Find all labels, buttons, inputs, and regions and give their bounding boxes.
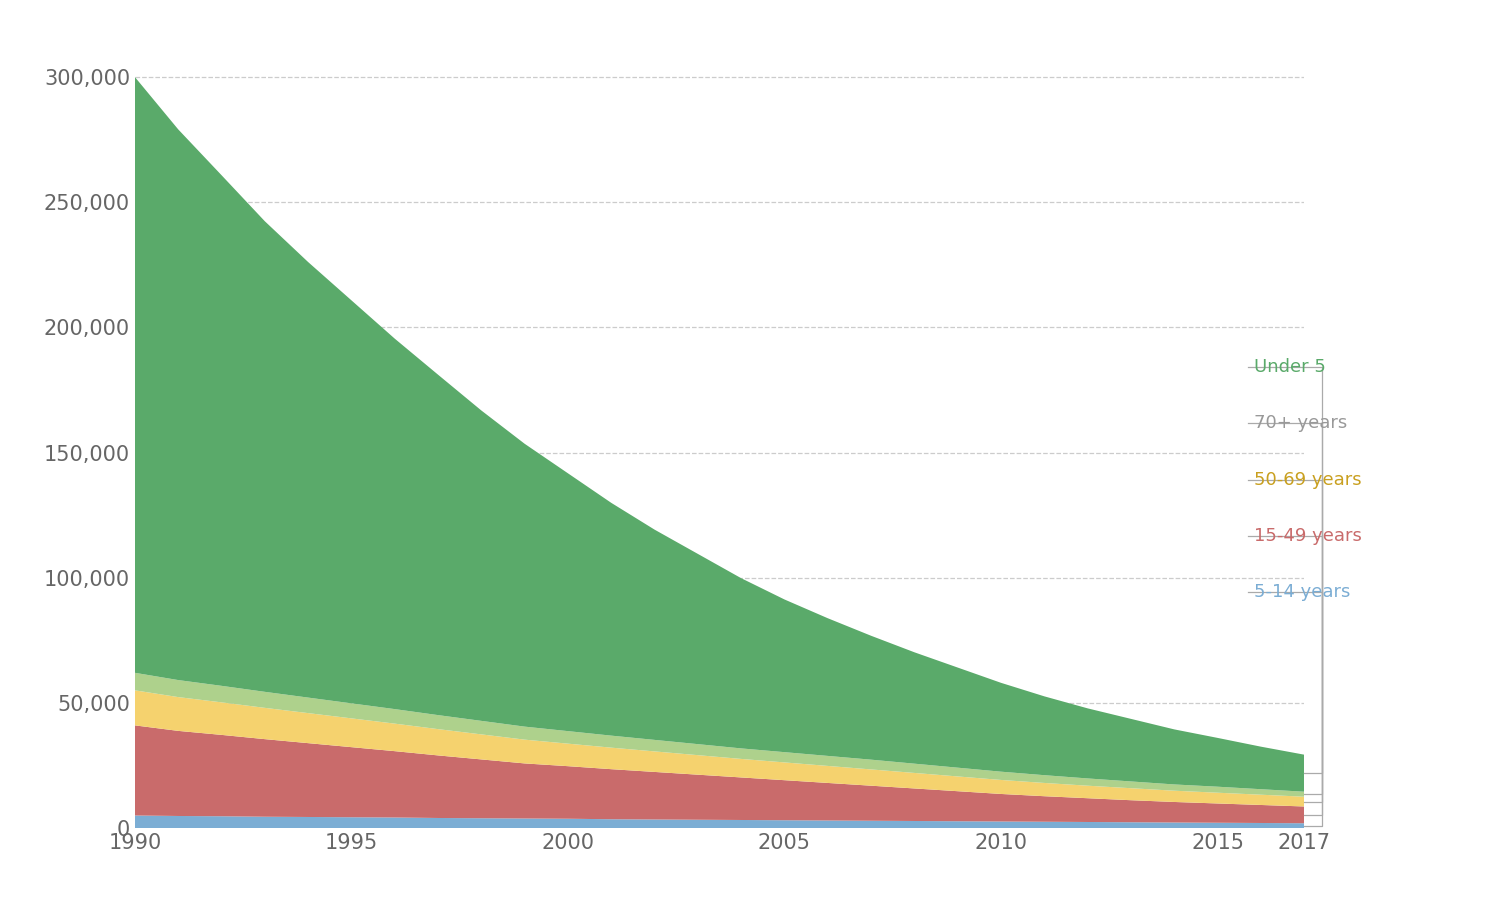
Text: 50-69 years: 50-69 years — [1253, 471, 1361, 489]
Text: 70+ years: 70+ years — [1253, 415, 1348, 433]
Text: 5-14 years: 5-14 years — [1253, 582, 1351, 600]
Text: Under 5: Under 5 — [1253, 358, 1325, 376]
Text: 15-49 years: 15-49 years — [1253, 526, 1361, 544]
